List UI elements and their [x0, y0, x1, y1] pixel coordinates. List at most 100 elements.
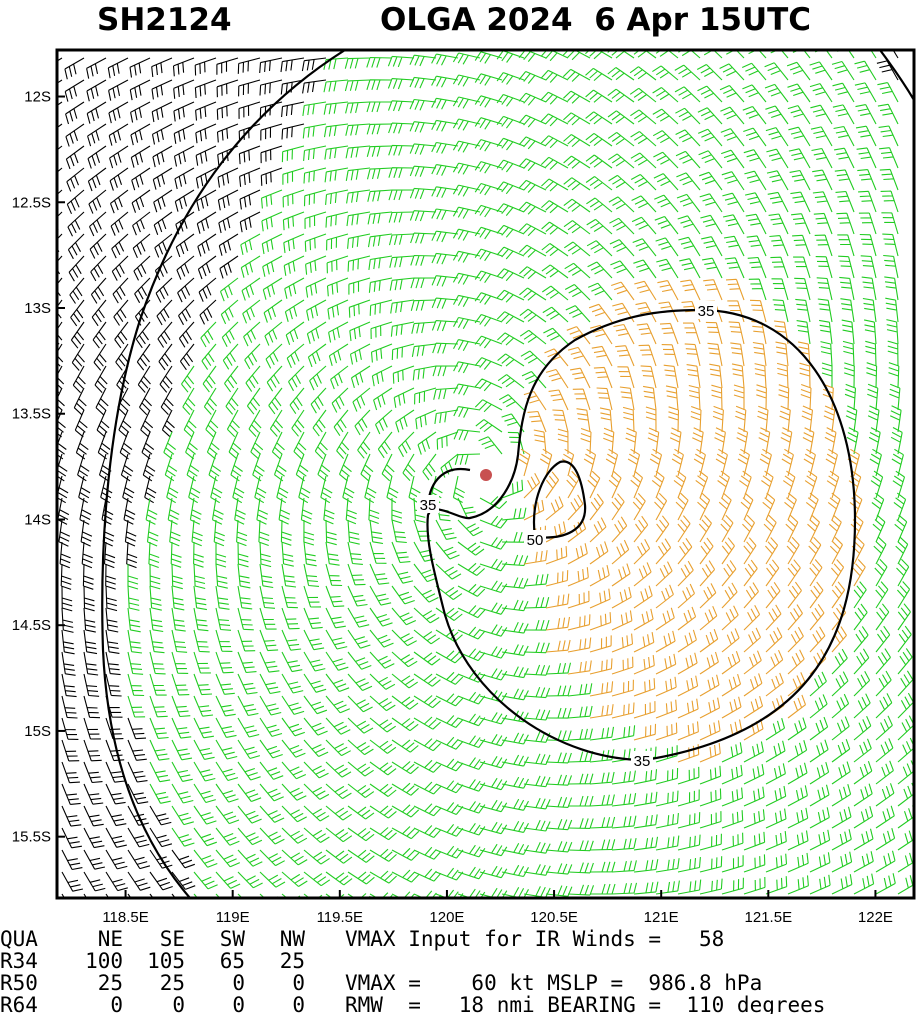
wind-barb — [216, 79, 239, 98]
wind-barb — [697, 85, 723, 103]
wind-barb — [589, 658, 613, 675]
wind-barb — [699, 743, 721, 763]
wind-barb — [479, 558, 508, 572]
wind-barb — [630, 131, 657, 147]
wind-barb — [64, 57, 85, 80]
wind-barb — [677, 606, 697, 631]
wind-barb — [452, 250, 481, 263]
wind-barb — [200, 321, 217, 348]
wind-barb — [303, 585, 322, 608]
wind-barb — [677, 652, 698, 675]
wind-barb — [871, 492, 885, 521]
wind-barb — [743, 673, 763, 697]
wind-barb — [523, 619, 550, 631]
wind-barb — [453, 339, 481, 352]
wind-barb — [567, 346, 591, 367]
storm-id: SH2124 — [97, 2, 232, 38]
wind-barb — [417, 431, 437, 455]
table-cell: 0 — [232, 993, 245, 1014]
wind-barb — [809, 603, 825, 631]
wind-barb — [126, 541, 138, 569]
wind-barb — [367, 189, 393, 202]
wind-barb — [61, 849, 83, 871]
wind-barb — [259, 805, 285, 823]
wind-barb — [103, 541, 116, 569]
wind-barb — [677, 537, 693, 565]
wind-barb — [862, 297, 877, 323]
wind-barb — [89, 233, 107, 259]
wind-barb — [589, 588, 611, 609]
wind-barb — [435, 693, 464, 707]
wind-barb — [278, 497, 291, 525]
wind-barb — [823, 405, 836, 433]
wind-barb — [391, 717, 419, 732]
wind-barb — [411, 343, 437, 357]
wind-barb — [344, 79, 371, 92]
wind-barb — [303, 761, 329, 779]
wind-barb — [83, 783, 104, 805]
wind-barb — [608, 174, 635, 191]
wind-barb — [617, 366, 635, 389]
wind-barb — [540, 50, 569, 62]
wind-barb — [347, 805, 375, 820]
wind-barb — [149, 563, 161, 590]
wind-barb — [199, 299, 217, 325]
wind-barb — [775, 341, 789, 367]
wind-barb — [215, 585, 230, 610]
wind-barb — [607, 67, 635, 81]
wind-barb — [501, 577, 529, 589]
wind-barb — [501, 599, 529, 612]
wind-barb — [804, 470, 818, 499]
wind-barb — [280, 519, 292, 546]
wind-barb — [342, 475, 355, 504]
wind-barb — [431, 53, 459, 66]
wind-barb — [832, 82, 855, 103]
wind-barb — [347, 233, 371, 249]
wind-barb — [721, 560, 737, 587]
wind-barb — [88, 189, 107, 214]
wind-barb — [325, 783, 352, 800]
note: VMAX = 60 kt MSLP = 986.8 hPa — [345, 971, 762, 995]
wind-barb — [282, 189, 305, 208]
wind-barb — [541, 178, 569, 192]
wind-barb — [314, 431, 328, 460]
wind-barb — [563, 198, 591, 213]
wind-barb — [435, 780, 464, 794]
wind-barb — [193, 893, 199, 898]
wind-barb — [195, 101, 217, 121]
wind-barb — [850, 514, 864, 543]
wind-barb — [544, 348, 569, 367]
wind-barb — [722, 192, 745, 213]
wind-barb — [164, 453, 178, 482]
wind-barb — [815, 256, 833, 279]
wind-barb — [347, 629, 371, 649]
wind-barb — [173, 145, 195, 167]
wind-barb — [474, 204, 503, 218]
wind-barb — [101, 497, 114, 525]
wind-barb — [90, 277, 107, 304]
title: OLGA 2024 6 Apr 15UTC — [380, 2, 811, 38]
x-tick-label: 120E — [429, 909, 464, 926]
wind-barb — [225, 387, 239, 415]
wind-barb — [809, 626, 826, 653]
wind-barb — [410, 299, 437, 311]
wind-barb — [756, 384, 767, 411]
wind-barb — [303, 563, 320, 587]
wind-barb — [567, 751, 594, 763]
wind-barb — [479, 690, 508, 703]
wind-barb — [366, 123, 393, 135]
wind-barb — [105, 585, 118, 612]
wind-barb — [803, 448, 816, 477]
wind-barb — [767, 191, 789, 213]
wind-barb — [784, 492, 797, 521]
wind-barb — [305, 255, 327, 275]
wind-barb — [474, 399, 503, 413]
wind-barb — [853, 761, 873, 785]
wind-barb — [831, 626, 847, 653]
wind-barb — [326, 255, 349, 274]
wind-barb — [457, 605, 486, 619]
wind-barb — [523, 687, 551, 699]
wind-barb — [259, 79, 283, 96]
table-cell: R34 — [0, 949, 38, 973]
wind-barb — [237, 849, 263, 867]
